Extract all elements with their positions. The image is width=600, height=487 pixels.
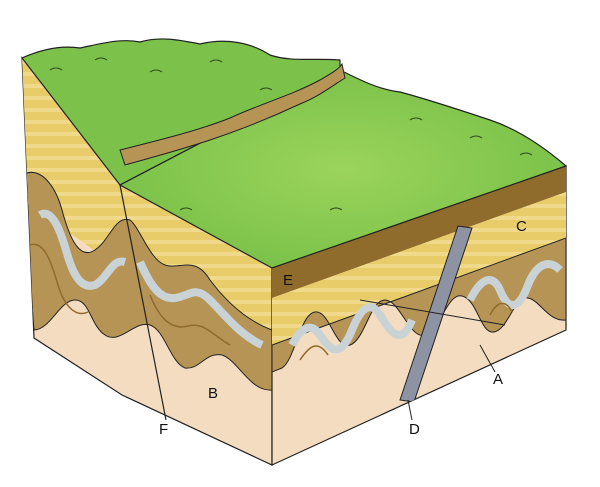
right-face: [271, 165, 567, 466]
fault-f-line: [119, 184, 167, 421]
label-a-leader: [479, 344, 496, 373]
label-d: D: [409, 421, 420, 438]
label-c: C: [516, 218, 527, 235]
label-f: F: [159, 421, 169, 438]
label-d-leader: [407, 399, 413, 421]
label-e: E: [283, 272, 294, 289]
label-a: A: [493, 371, 504, 388]
label-b: B: [208, 385, 219, 402]
top-surface: [21, 38, 568, 269]
left-face: [21, 56, 273, 466]
